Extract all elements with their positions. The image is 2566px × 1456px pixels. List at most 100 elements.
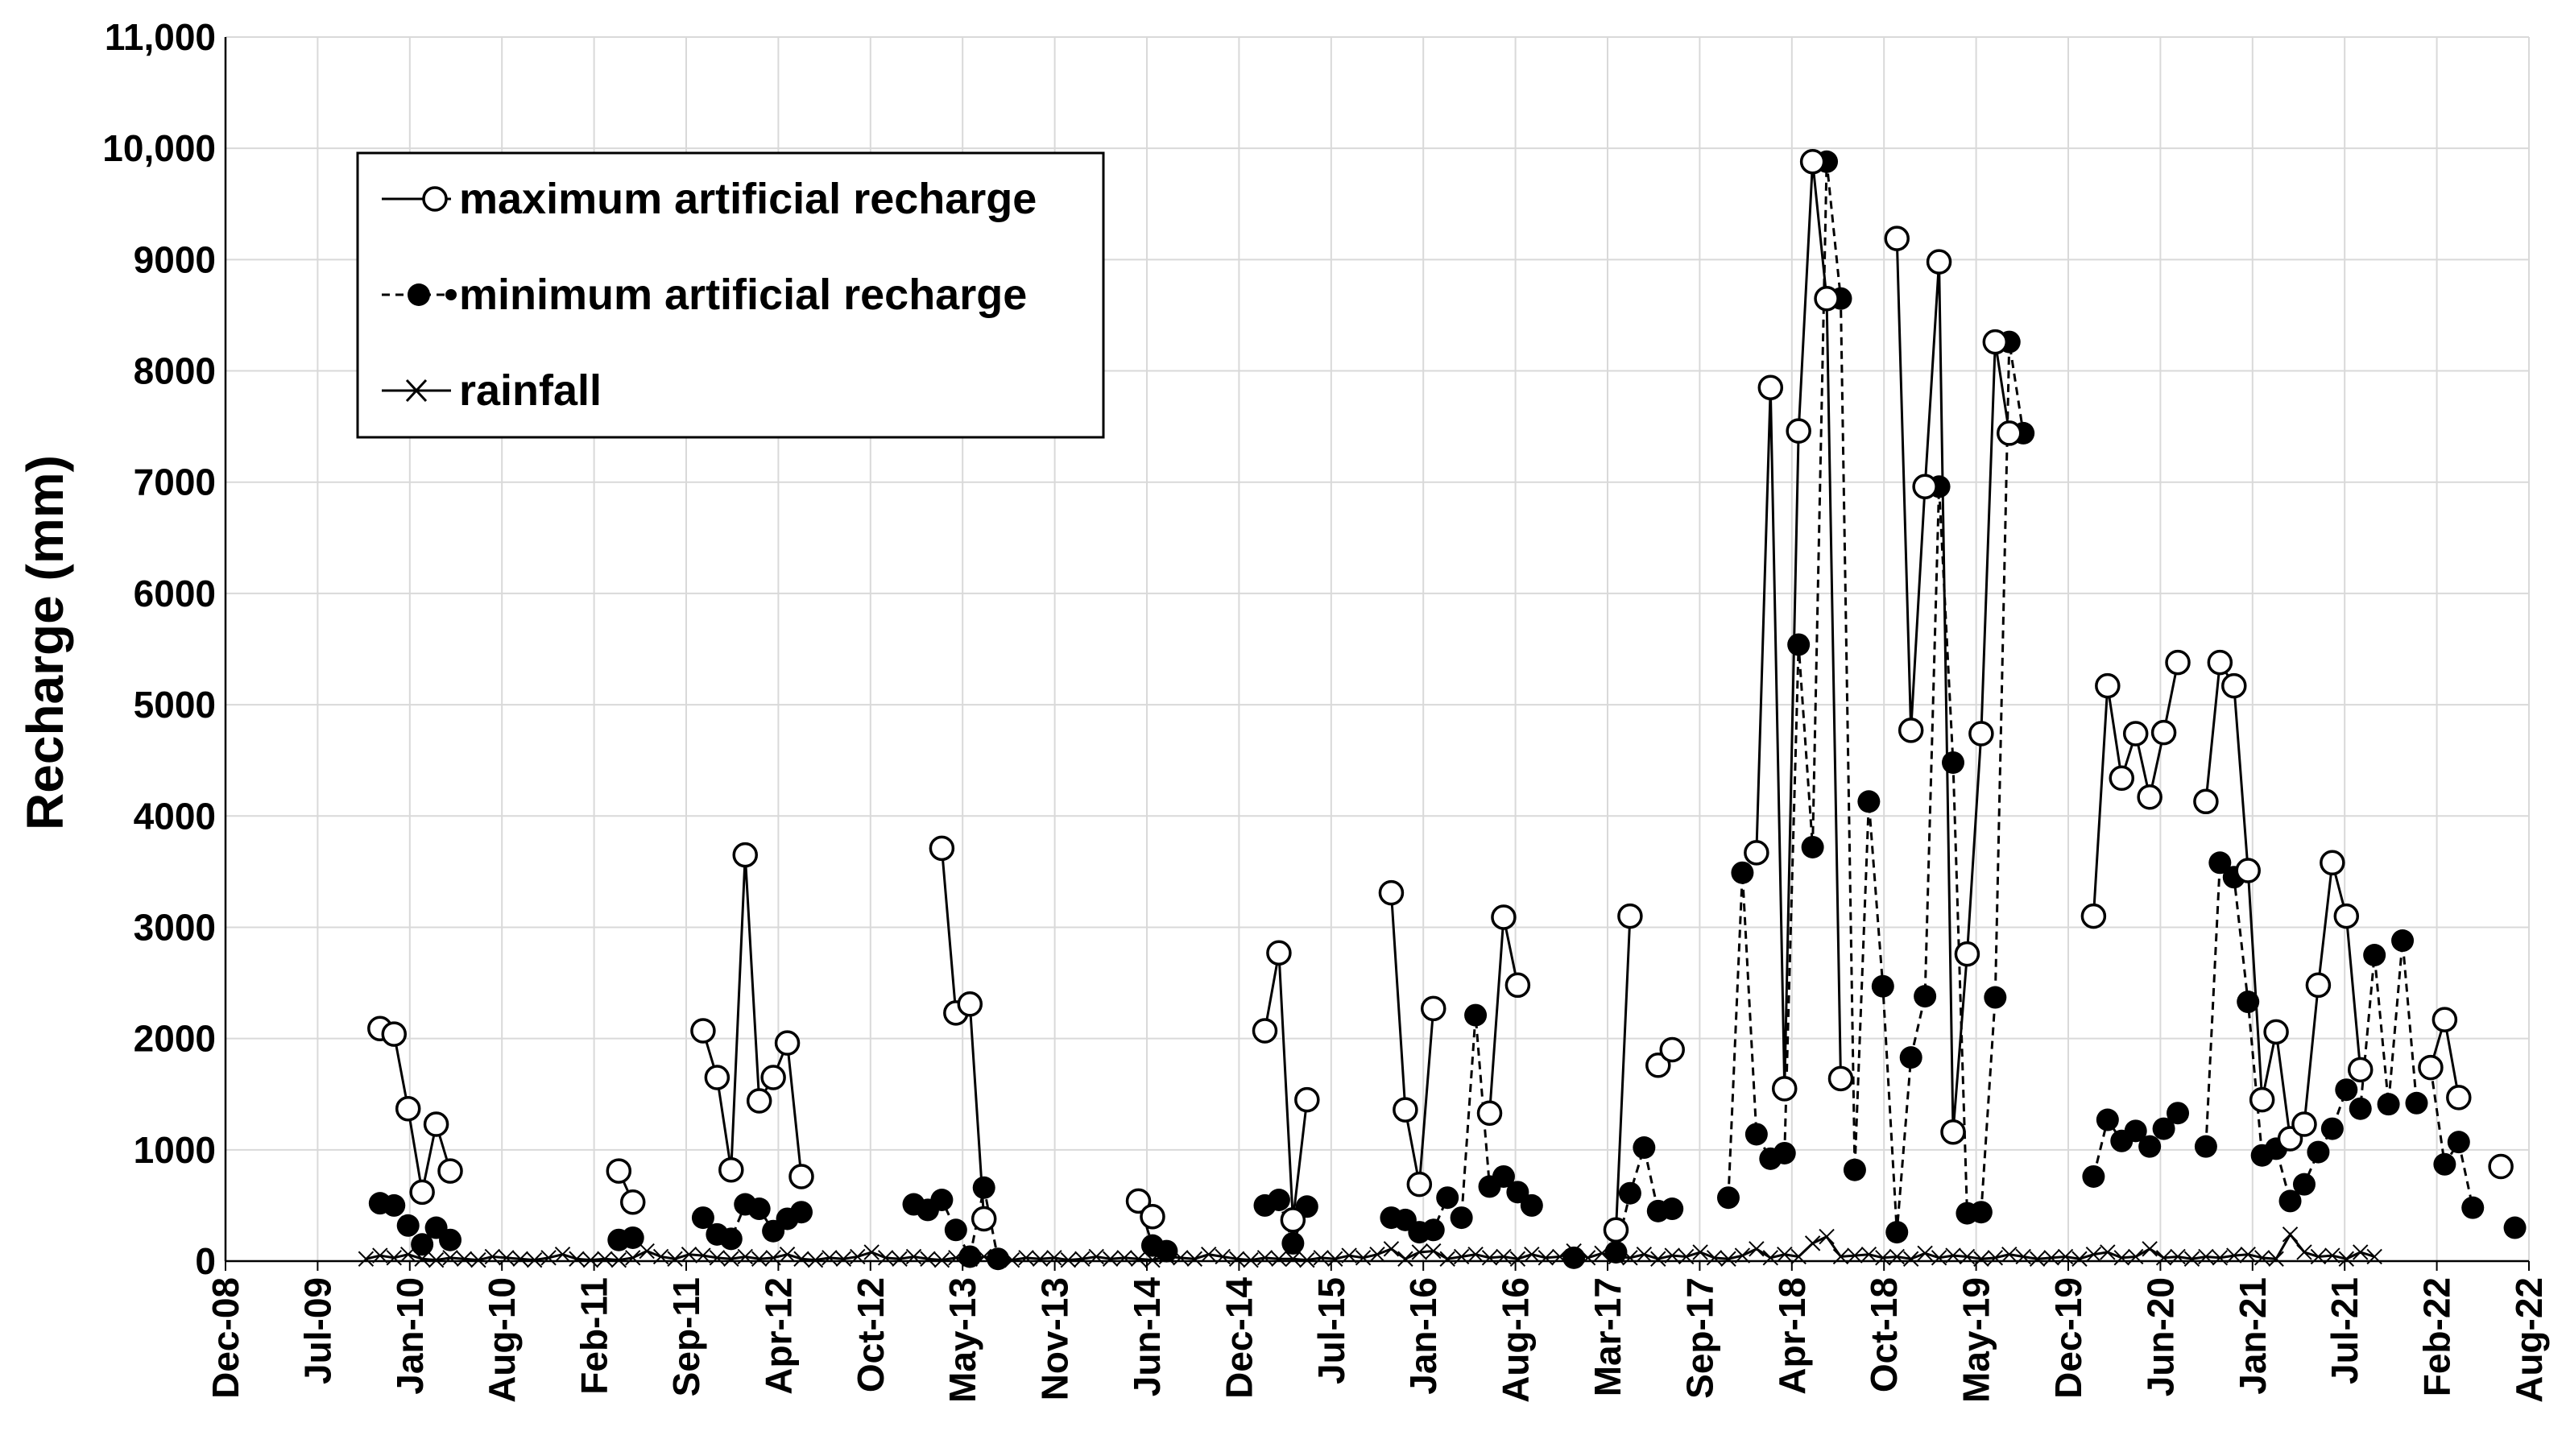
rainfall-x-marker (1860, 1247, 1877, 1263)
x-tick-label: Jan-16 (1402, 1277, 1444, 1395)
rainfall-x-marker (540, 1250, 557, 1266)
rainfall-x-marker (822, 1250, 838, 1266)
rainfall-x-marker (1397, 1251, 1413, 1267)
legend-box (356, 151, 1105, 439)
y-tick-label: 2000 (134, 1018, 216, 1060)
rainfall-x-marker (723, 1251, 739, 1267)
rainfall-x-marker (1032, 1251, 1049, 1267)
max-recharge-point (381, 1021, 408, 1047)
max-recharge-point (2333, 903, 2360, 929)
min-recharge-line (2429, 1067, 2474, 1208)
min-recharge-point (1969, 1201, 1993, 1224)
rainfall-x-marker (1636, 1247, 1653, 1263)
rainfall-x-marker (2310, 1248, 2327, 1265)
max-recharge-point (1603, 1217, 1629, 1243)
rainfall-x-marker (499, 1250, 515, 1266)
max-recharge-point (2150, 719, 2177, 746)
x-tick-label: Jul-21 (2324, 1277, 2365, 1384)
min-recharge-point (1492, 1164, 1515, 1188)
min-recharge-point (2167, 1102, 2190, 1125)
min-recharge-point (1267, 1189, 1290, 1211)
rainfall-x-marker (2001, 1247, 2018, 1263)
max-recharge-line (1264, 952, 1309, 1221)
rainfall-x-marker (1313, 1250, 1329, 1266)
max-recharge-line (1614, 916, 1632, 1231)
rainfall-x-marker (2366, 1248, 2382, 1265)
min-recharge-point (972, 1176, 995, 1199)
max-recharge-point (746, 1088, 772, 1114)
rainfall-x-marker (1369, 1247, 1385, 1263)
min-recharge-point (2138, 1135, 2162, 1158)
max-recharge-point (1954, 941, 1980, 967)
max-recharge-point (1294, 1086, 1320, 1113)
rainfall-x-marker (2240, 1247, 2256, 1263)
max-recharge-point (1912, 474, 1938, 500)
rainfall-x-marker (1917, 1245, 1933, 1262)
rainfall-x-marker (2170, 1248, 2186, 1265)
max-recharge-point (1476, 1100, 1503, 1126)
rainfall-x-marker (1973, 1251, 1989, 1267)
rainfall-x-marker (1130, 1251, 1147, 1267)
min-recharge-point (2320, 1117, 2344, 1140)
rainfall-x-marker (2085, 1247, 2102, 1263)
max-recharge-point (1997, 420, 2022, 446)
max-recharge-point (1378, 879, 1405, 906)
rainfall-x-marker (554, 1247, 571, 1263)
max-recharge-point (1827, 1065, 1854, 1092)
max-recharge-point (606, 1158, 632, 1184)
min-recharge-point (2208, 851, 2232, 875)
legend-filled-circle-marker (408, 283, 430, 306)
min-recharge-point (691, 1206, 714, 1230)
max-recharge-point (2249, 1086, 2275, 1113)
max-recharge-point (957, 991, 983, 1017)
y-tick-label: 3000 (134, 906, 216, 948)
rainfall-x-marker (793, 1251, 809, 1267)
x-tick-label: Feb-22 (2416, 1277, 2458, 1396)
rainfall-x-marker (2353, 1244, 2369, 1260)
max-recharge-point (2418, 1054, 2444, 1081)
min-recharge-point (1871, 974, 1894, 998)
max-recharge-point (1491, 904, 1517, 930)
max-recharge-point (2488, 1153, 2514, 1180)
rainfall-x-marker (933, 1251, 950, 1268)
min-recharge-point (2377, 1093, 2400, 1116)
rainfall-x-marker (1706, 1250, 1723, 1266)
rainfall-x-marker (1959, 1248, 1976, 1265)
min-recharge-point (396, 1214, 420, 1237)
max-recharge-point (1406, 1171, 1433, 1197)
rainfall-x-marker (751, 1251, 768, 1267)
min-recharge-line (2204, 859, 2418, 1204)
rainfall-x-marker (1228, 1251, 1245, 1267)
rainfall-x-marker (2057, 1248, 2074, 1265)
max-recharge-line (2092, 662, 2179, 916)
rainfall-x-marker (386, 1250, 402, 1266)
rainfall-x-marker (1819, 1228, 1835, 1245)
rainfall-x-marker (1987, 1250, 2004, 1266)
min-recharge-point (1773, 1141, 1796, 1164)
x-tick-label: Jul-15 (1310, 1277, 1352, 1384)
rainfall-x-marker (1102, 1251, 1119, 1267)
max-recharge-point (1926, 249, 1952, 275)
x-tick-label: Jun-14 (1126, 1277, 1168, 1397)
max-recharge-point (2193, 788, 2219, 815)
min-recharge-point (383, 1193, 406, 1217)
x-tick-label: Nov-13 (1034, 1277, 1076, 1400)
y-tick-labels: 0 1000 2000 3000 4000 5000 6000 7000 8000 9000 10,… (102, 16, 216, 1282)
rainfall-x-marker (512, 1251, 528, 1267)
rainfall-x-marker (920, 1251, 936, 1267)
min-recharge-point (1661, 1197, 1684, 1221)
rainfall-x-marker (2268, 1251, 2284, 1267)
min-recharge-point (2335, 1078, 2358, 1102)
y-tick-label: 0 (195, 1240, 216, 1282)
rainfall-x-marker (2296, 1244, 2312, 1260)
max-recharge-point (619, 1189, 646, 1215)
max-recharge-point (732, 842, 758, 868)
axes (224, 37, 2530, 1271)
rainfall-x-marker (1256, 1250, 1273, 1266)
rainfall-x-marker (892, 1251, 908, 1267)
rainfall-x-marker (2142, 1241, 2158, 1257)
rainfall-x-marker (1777, 1247, 1793, 1263)
x-tick-label: Jun-20 (2139, 1277, 2181, 1396)
rainfall-x-marker (625, 1250, 641, 1266)
